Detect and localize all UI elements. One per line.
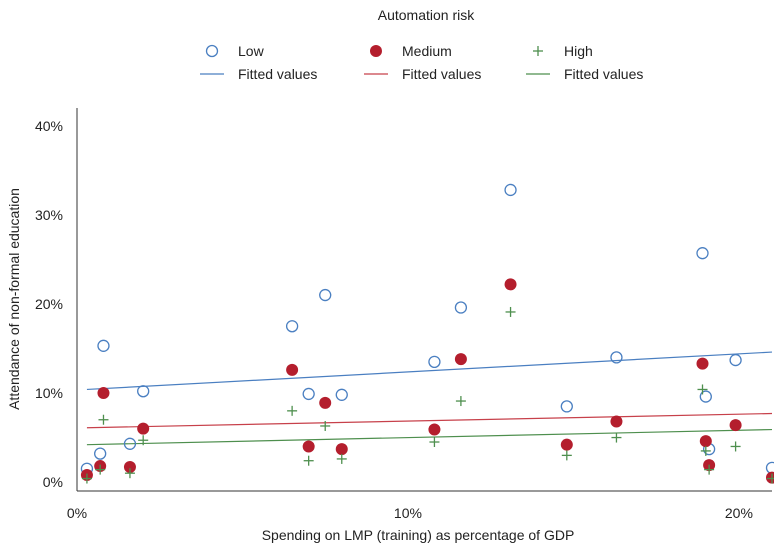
- point-low: [730, 355, 741, 366]
- point-low: [611, 352, 622, 363]
- point-high: [429, 437, 439, 447]
- point-medium: [286, 364, 298, 376]
- point-high: [506, 307, 516, 317]
- legend-marker-low: [207, 46, 218, 57]
- point-low: [697, 248, 708, 259]
- axes: 0% 10% 20% 0% 10% 20% 30% 40% Spending on LMP …: [6, 108, 772, 543]
- point-medium: [319, 397, 331, 409]
- point-medium: [137, 423, 149, 435]
- point-high: [287, 406, 297, 416]
- x-tick-label: 0%: [67, 505, 87, 521]
- x-axis-label: Spending on LMP (training) as percentage…: [262, 527, 575, 543]
- point-medium: [700, 435, 712, 447]
- point-medium: [697, 358, 709, 370]
- point-high: [304, 456, 314, 466]
- point-medium: [561, 439, 573, 451]
- x-tick-label: 10%: [394, 505, 422, 521]
- point-low: [98, 340, 109, 351]
- point-medium: [505, 278, 517, 290]
- point-low: [320, 290, 331, 301]
- point-low: [287, 321, 298, 332]
- fitted-line-low: [87, 352, 772, 389]
- point-high: [98, 415, 108, 425]
- legend-fitted-label-high: Fitted values: [564, 66, 643, 82]
- point-high: [731, 441, 741, 451]
- point-low: [336, 389, 347, 400]
- y-tick-labels: 0% 10% 20% 30% 40%: [35, 118, 63, 490]
- point-medium: [766, 472, 774, 484]
- y-tick-label: 40%: [35, 118, 63, 134]
- legend-label-low: Low: [238, 43, 265, 59]
- point-medium: [336, 443, 348, 455]
- legend-fitted-label-medium: Fitted values: [402, 66, 481, 82]
- legend-title: Automation risk: [378, 7, 475, 23]
- y-tick-label: 30%: [35, 207, 63, 223]
- legend: Automation risk Low Medium High Fitted valu…: [200, 7, 643, 82]
- point-low: [561, 401, 572, 412]
- fitted-line-medium: [87, 414, 772, 428]
- point-high: [456, 396, 466, 406]
- point-low: [138, 386, 149, 397]
- y-tick-label: 20%: [35, 296, 63, 312]
- legend-marker-high: [533, 46, 543, 56]
- point-high: [337, 454, 347, 464]
- point-medium: [610, 416, 622, 428]
- series-high: [82, 307, 774, 484]
- legend-label-medium: Medium: [402, 43, 452, 59]
- point-low: [303, 388, 314, 399]
- legend-label-high: High: [564, 43, 593, 59]
- point-medium: [428, 424, 440, 436]
- data-points: [81, 184, 774, 483]
- y-tick-label: 10%: [35, 385, 63, 401]
- point-high: [698, 384, 708, 394]
- point-medium: [730, 419, 742, 431]
- x-tick-label: 20%: [725, 505, 753, 521]
- point-medium: [303, 440, 315, 452]
- point-low: [95, 448, 106, 459]
- point-low: [505, 184, 516, 195]
- series-medium: [81, 278, 774, 483]
- legend-fitted-label-low: Fitted values: [238, 66, 317, 82]
- y-tick-label: 0%: [43, 474, 63, 490]
- point-high: [562, 450, 572, 460]
- point-medium: [97, 387, 109, 399]
- y-axis-label: Attendance of non-formal education: [6, 188, 22, 410]
- x-tick-labels: 0% 10% 20%: [67, 505, 753, 521]
- point-low: [455, 302, 466, 313]
- legend-entries: Low Medium High Fitted values Fitted values F…: [200, 43, 643, 82]
- point-low: [767, 462, 774, 473]
- legend-marker-medium: [370, 45, 382, 57]
- point-low: [429, 356, 440, 367]
- point-high: [611, 433, 621, 443]
- point-medium: [455, 353, 467, 365]
- series-low: [81, 184, 774, 474]
